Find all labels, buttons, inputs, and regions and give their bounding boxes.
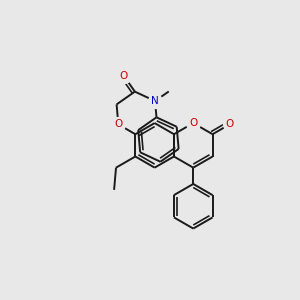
- Text: O: O: [225, 119, 234, 129]
- Text: O: O: [189, 118, 197, 128]
- Text: O: O: [114, 119, 122, 129]
- Text: O: O: [119, 70, 128, 81]
- Text: N: N: [151, 96, 159, 106]
